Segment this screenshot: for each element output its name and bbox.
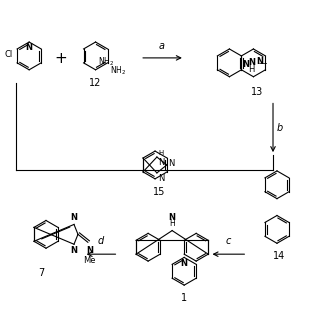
Text: d: d	[97, 236, 104, 246]
Text: 12: 12	[89, 78, 102, 88]
Text: N: N	[181, 260, 188, 268]
Text: N: N	[70, 213, 77, 222]
Text: c: c	[226, 236, 231, 246]
Text: N: N	[158, 174, 164, 183]
Text: N: N	[248, 58, 255, 67]
Text: NH$_2$: NH$_2$	[109, 65, 126, 77]
Text: 14: 14	[273, 251, 285, 261]
Text: N: N	[169, 213, 176, 222]
Text: N: N	[26, 43, 33, 52]
Text: 7: 7	[38, 268, 44, 278]
Text: N: N	[158, 158, 164, 167]
Text: b: b	[277, 123, 283, 133]
Text: N: N	[168, 159, 174, 168]
Text: Me: Me	[84, 256, 96, 265]
Text: 1: 1	[181, 293, 187, 303]
Text: N: N	[243, 60, 249, 69]
Text: H: H	[169, 219, 175, 228]
Text: —: —	[258, 59, 267, 68]
Text: H: H	[158, 150, 163, 156]
Text: H: H	[248, 65, 255, 74]
Text: N: N	[256, 57, 263, 66]
Text: N: N	[86, 246, 93, 255]
Text: 13: 13	[251, 87, 264, 97]
Text: 15: 15	[153, 187, 165, 197]
Text: a: a	[159, 41, 165, 51]
Text: NH$_2$: NH$_2$	[98, 55, 114, 68]
Text: N: N	[70, 246, 77, 255]
Text: Cl: Cl	[5, 50, 13, 59]
Text: +: +	[54, 52, 67, 66]
